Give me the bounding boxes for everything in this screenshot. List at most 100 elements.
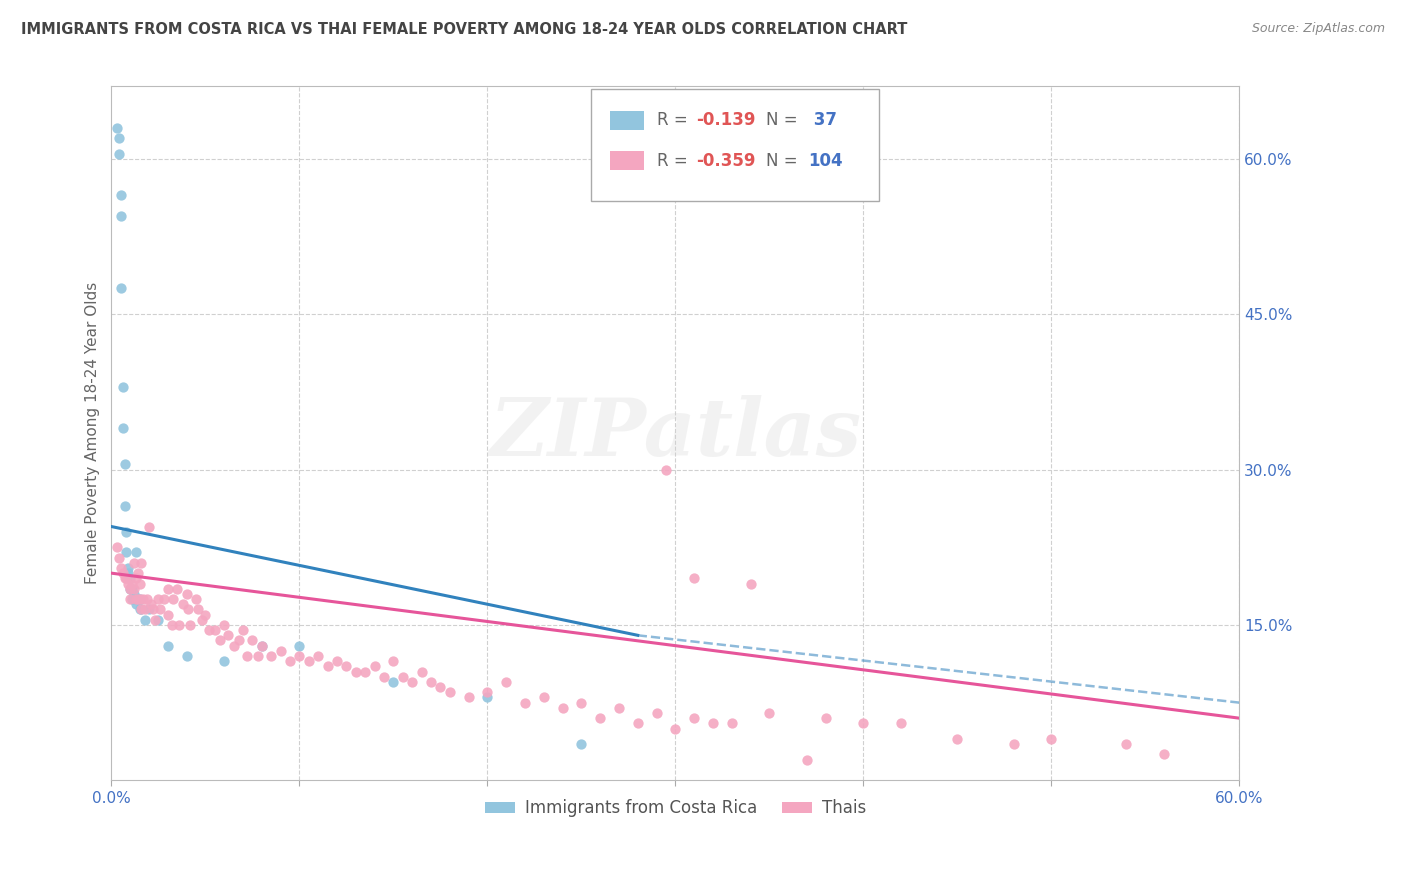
Point xyxy=(645,706,668,720)
Point xyxy=(139,597,162,611)
Point xyxy=(114,499,136,513)
Point xyxy=(190,613,212,627)
Text: 104: 104 xyxy=(808,152,844,169)
Point xyxy=(120,582,142,596)
Point xyxy=(326,654,349,668)
Point xyxy=(569,696,592,710)
Point xyxy=(401,674,423,689)
Point xyxy=(125,597,148,611)
Point xyxy=(513,696,536,710)
Point xyxy=(683,711,706,725)
Point xyxy=(683,571,706,585)
Point xyxy=(115,524,138,539)
Point xyxy=(740,576,762,591)
Point xyxy=(655,462,678,476)
Point xyxy=(250,639,273,653)
Point xyxy=(589,711,612,725)
Point xyxy=(148,613,170,627)
Point xyxy=(391,670,413,684)
Point xyxy=(1115,737,1137,751)
Point xyxy=(127,566,149,581)
Point xyxy=(814,711,837,725)
Point xyxy=(115,545,138,559)
Point xyxy=(111,421,134,435)
Point xyxy=(307,648,329,663)
Point xyxy=(796,753,818,767)
Point xyxy=(1002,737,1025,751)
Point xyxy=(127,592,149,607)
Text: R =: R = xyxy=(657,112,693,129)
Point xyxy=(278,654,301,668)
Point xyxy=(108,146,131,161)
Point xyxy=(212,618,235,632)
Point xyxy=(288,648,311,663)
Text: Source: ZipAtlas.com: Source: ZipAtlas.com xyxy=(1251,22,1385,36)
Point xyxy=(132,592,155,607)
Point xyxy=(702,716,724,731)
Point xyxy=(108,131,131,145)
Point xyxy=(122,582,145,596)
Point xyxy=(890,716,912,731)
Point xyxy=(477,685,499,699)
Point xyxy=(172,597,194,611)
Point xyxy=(138,519,160,533)
Point xyxy=(131,602,153,616)
Point xyxy=(153,592,176,607)
Point xyxy=(176,587,198,601)
Point xyxy=(127,592,149,607)
Point xyxy=(247,648,270,663)
Point xyxy=(134,602,156,616)
Point xyxy=(212,654,235,668)
Point xyxy=(162,592,184,607)
Point xyxy=(382,654,405,668)
Point xyxy=(134,613,156,627)
Point xyxy=(120,582,142,596)
Point xyxy=(720,716,742,731)
Point xyxy=(114,458,136,472)
Text: -0.139: -0.139 xyxy=(696,112,755,129)
Point xyxy=(108,550,131,565)
Point xyxy=(125,571,148,585)
Point xyxy=(166,582,188,596)
Text: ZIPatlas: ZIPatlas xyxy=(489,394,862,472)
Point xyxy=(120,592,142,607)
Point xyxy=(235,648,257,663)
Point xyxy=(664,722,686,736)
Point xyxy=(105,120,128,135)
Point xyxy=(232,623,254,637)
Point xyxy=(758,706,780,720)
Point xyxy=(122,587,145,601)
Point xyxy=(344,665,367,679)
Point xyxy=(363,659,385,673)
Point xyxy=(105,541,128,555)
Text: -0.359: -0.359 xyxy=(696,152,755,169)
Y-axis label: Female Poverty Among 18-24 Year Olds: Female Poverty Among 18-24 Year Olds xyxy=(86,282,100,584)
Point xyxy=(156,607,179,622)
Point xyxy=(111,566,134,581)
Point xyxy=(457,690,479,705)
Point xyxy=(176,648,198,663)
Point xyxy=(439,685,461,699)
Point xyxy=(121,576,143,591)
Point xyxy=(177,602,200,616)
Point xyxy=(1040,731,1063,746)
Point xyxy=(209,633,232,648)
Point xyxy=(411,665,433,679)
Point xyxy=(114,571,136,585)
Point xyxy=(477,690,499,705)
Point xyxy=(110,209,132,223)
Point xyxy=(156,582,179,596)
Point xyxy=(131,602,153,616)
Point xyxy=(298,654,321,668)
Point xyxy=(110,188,132,202)
Point xyxy=(533,690,555,705)
Point xyxy=(607,700,630,714)
Point xyxy=(551,700,574,714)
Point xyxy=(946,731,969,746)
Point xyxy=(128,592,150,607)
Point xyxy=(569,737,592,751)
Point xyxy=(111,380,134,394)
Point xyxy=(117,566,139,581)
Point xyxy=(242,633,264,648)
Point xyxy=(143,613,166,627)
